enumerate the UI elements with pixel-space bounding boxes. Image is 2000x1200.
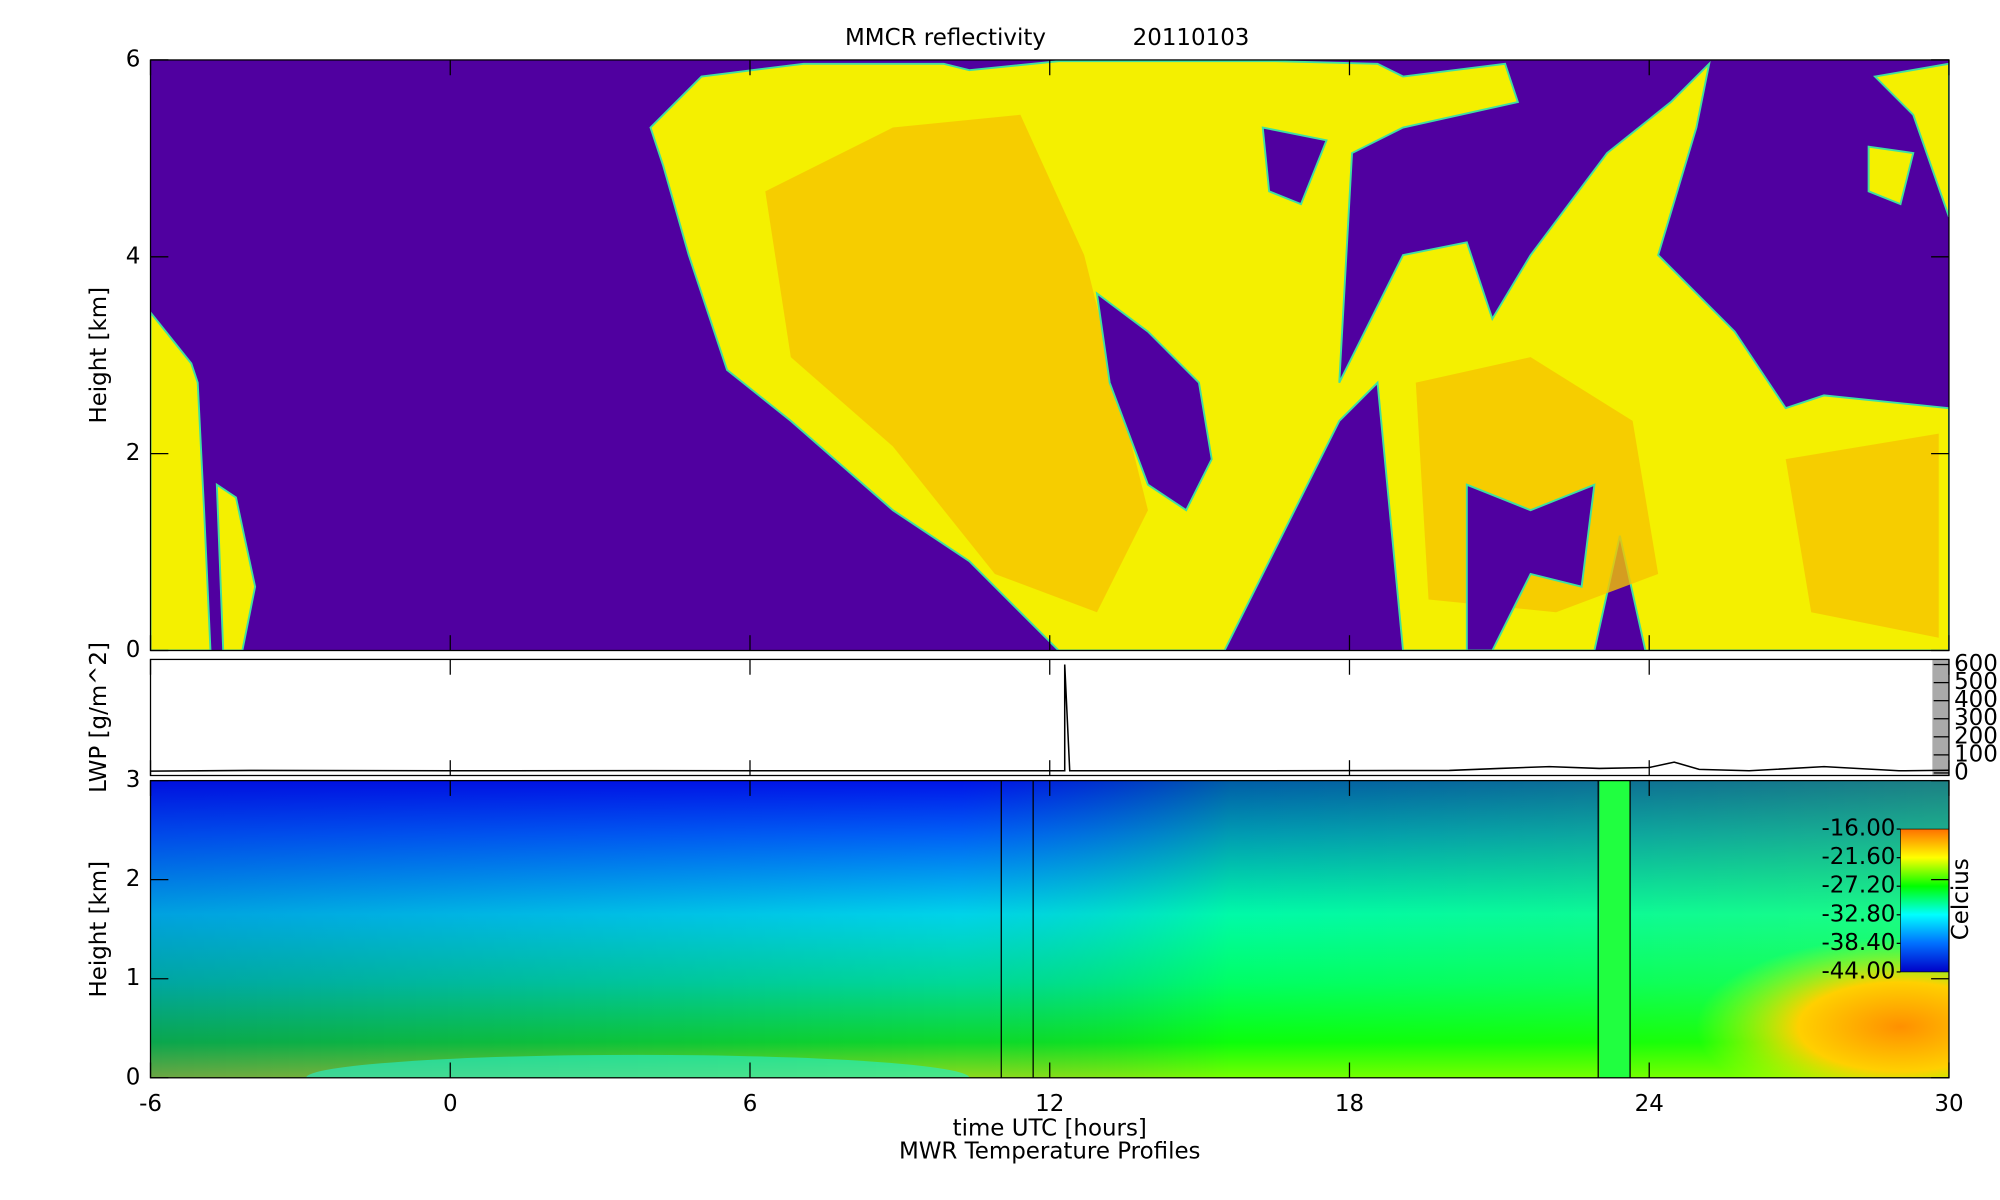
x-tick-label: 18 — [1335, 1091, 1364, 1117]
colorbar-tick-label: -21.60 — [1821, 844, 1895, 870]
y2-tick-label: 500 — [1954, 669, 1998, 695]
y-axis-label: LWP [g/m^2] — [86, 642, 112, 793]
colorbar-tick-label: -32.80 — [1821, 901, 1895, 927]
y-tick-label: 2 — [126, 866, 141, 892]
colorbar-tick-label: -27.20 — [1821, 873, 1895, 899]
x-axis-label: time UTC [hours] — [953, 1115, 1147, 1141]
y-tick-label: 0 — [126, 637, 141, 663]
colorbar-label: Celcius — [1948, 858, 1974, 940]
y-tick-label: 6 — [126, 46, 141, 72]
colorbar-tick-label: -16.00 — [1821, 816, 1895, 842]
colorbar — [1900, 828, 1950, 973]
gap-markers — [1000, 780, 1631, 1078]
x-tick-label: 30 — [1934, 1091, 1963, 1117]
x-tick-label: 0 — [443, 1091, 458, 1117]
y2-tick-label: 200 — [1954, 723, 1998, 749]
y-tick-label: 2 — [126, 440, 141, 466]
chart-date: 20110103 — [1133, 25, 1250, 51]
y2-tick-label: 400 — [1954, 687, 1998, 713]
y2-tick-label: 0 — [1954, 759, 1969, 785]
y-tick-label: 4 — [126, 243, 141, 269]
y2-tick-label: 600 — [1954, 651, 1998, 677]
reflectivity-image — [150, 59, 1949, 651]
colorbar-tick-label: -38.40 — [1821, 930, 1895, 956]
chart-title: MMCR reflectivity — [845, 25, 1046, 51]
tick-band — [1932, 659, 1949, 776]
y-tick-label: 3 — [126, 767, 141, 793]
lwp-line — [150, 664, 1949, 772]
colorbar-tick-label: -44.00 — [1821, 958, 1895, 984]
subtitle: MWR Temperature Profiles — [899, 1138, 1201, 1164]
x-tick-label: 6 — [743, 1091, 758, 1117]
y-tick-label: 1 — [126, 965, 141, 991]
y2-tick-label: 300 — [1954, 705, 1998, 731]
temperature-image — [150, 780, 1949, 1078]
y2-tick-label: 100 — [1954, 741, 1998, 767]
y-axis-label: Height [km] — [86, 287, 112, 424]
x-tick-label: 12 — [1035, 1091, 1064, 1117]
x-tick-label: 24 — [1635, 1091, 1664, 1117]
x-tick-label: -6 — [139, 1091, 162, 1117]
y-axis-label: Height [km] — [86, 861, 112, 998]
y-tick-label: 0 — [126, 1064, 141, 1090]
